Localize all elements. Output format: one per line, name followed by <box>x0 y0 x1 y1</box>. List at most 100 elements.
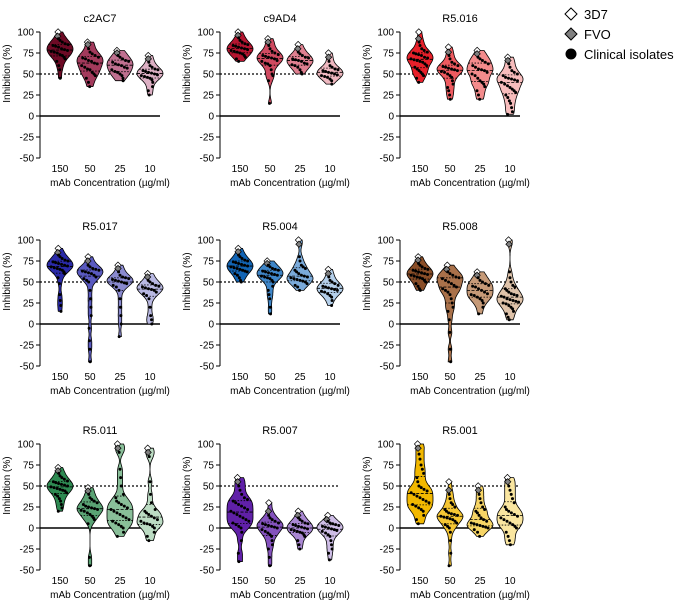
point-clinical-isolate <box>474 285 478 289</box>
point-clinical-isolate <box>54 44 58 48</box>
point-clinical-isolate <box>88 265 92 269</box>
point-clinical-isolate <box>49 485 53 489</box>
point-clinical-isolate <box>452 283 456 287</box>
point-clinical-isolate <box>121 79 125 83</box>
point-clinical-isolate <box>141 69 145 73</box>
point-clinical-isolate <box>148 280 152 284</box>
point-fvo <box>323 515 331 524</box>
y-tick-label: -50 <box>200 154 215 165</box>
point-clinical-isolate <box>109 508 113 512</box>
panel-r5-011: R5.011 -50 -25 0 25 50 75 100 Inhibition (%) 150 5… <box>2 425 170 600</box>
point-clinical-isolate <box>420 47 424 51</box>
point-clinical-isolate <box>418 263 422 267</box>
point-clinical-isolate <box>479 516 483 520</box>
point-clinical-isolate <box>57 471 61 475</box>
point-clinical-isolate <box>480 298 484 302</box>
point-clinical-isolate <box>323 525 327 529</box>
point-clinical-isolate <box>147 93 151 97</box>
point-clinical-isolate <box>323 290 327 294</box>
point-clinical-isolate <box>56 276 60 280</box>
point-clinical-isolate <box>263 61 267 65</box>
point-clinical-isolate <box>58 53 62 57</box>
point-clinical-isolate <box>335 529 339 533</box>
point-clinical-isolate <box>504 302 508 306</box>
point-clinical-isolate <box>84 76 88 80</box>
point-clinical-isolate <box>117 288 121 292</box>
point-clinical-isolate <box>238 267 242 271</box>
y-tick-label: 100 <box>377 28 394 39</box>
point-clinical-isolate <box>290 63 294 67</box>
point-clinical-isolate <box>300 72 304 76</box>
point-clinical-isolate <box>295 270 299 274</box>
point-clinical-isolate <box>118 72 122 76</box>
point-clinical-isolate <box>49 265 53 269</box>
point-clinical-isolate <box>443 70 447 74</box>
x-axis-label: mAb Concentration (µg/ml) <box>230 590 350 600</box>
point-clinical-isolate <box>125 66 129 70</box>
y-tick-label: 75 <box>23 461 35 472</box>
point-clinical-isolate <box>450 75 454 79</box>
point-clinical-isolate <box>231 43 235 47</box>
point-clinical-isolate <box>143 286 147 290</box>
point-clinical-isolate <box>148 523 152 527</box>
point-clinical-isolate <box>320 74 324 78</box>
point-clinical-isolate <box>329 539 333 543</box>
point-clinical-isolate <box>449 297 453 301</box>
point-clinical-isolate <box>118 55 122 59</box>
point-clinical-isolate <box>333 282 337 286</box>
point-clinical-isolate <box>148 480 152 484</box>
panel-title: c2AC7 <box>83 13 116 25</box>
point-clinical-isolate <box>510 110 514 114</box>
x-axis-label: mAb Concentration (µg/ml) <box>230 386 350 397</box>
point-clinical-isolate <box>422 487 426 491</box>
point-clinical-isolate <box>271 74 275 78</box>
point-clinical-isolate <box>94 275 98 279</box>
point-clinical-isolate <box>88 68 92 72</box>
point-clinical-isolate <box>502 518 506 522</box>
point-clinical-isolate <box>475 523 479 527</box>
x-axis-label: mAb Concentration (µg/ml) <box>410 590 530 600</box>
point-clinical-isolate <box>425 50 429 54</box>
point-clinical-isolate <box>54 261 58 265</box>
point-clinical-isolate <box>55 267 59 271</box>
point-clinical-isolate <box>87 505 91 509</box>
point-clinical-isolate <box>510 497 514 501</box>
x-tick-label: 10 <box>324 164 336 175</box>
point-clinical-isolate <box>60 262 64 266</box>
point-clinical-isolate <box>59 304 63 308</box>
point-clinical-isolate <box>240 504 244 508</box>
point-clinical-isolate <box>478 79 482 83</box>
point-clinical-isolate <box>57 497 61 501</box>
point-clinical-isolate <box>146 89 150 93</box>
point-clinical-isolate <box>476 76 480 80</box>
point-fvo <box>114 444 122 452</box>
point-clinical-isolate <box>482 82 486 86</box>
point-clinical-isolate <box>501 74 505 78</box>
point-clinical-isolate <box>266 62 270 66</box>
x-tick-label: 150 <box>52 372 69 383</box>
legend-label-fvo: FVO <box>584 26 611 42</box>
point-clinical-isolate <box>425 64 429 68</box>
point-clinical-isolate <box>423 55 427 59</box>
point-clinical-isolate <box>148 305 152 309</box>
point-clinical-isolate <box>485 70 489 74</box>
x-axis-label: mAb Concentration (µg/ml) <box>410 178 530 189</box>
x-tick-label: 10 <box>504 576 516 587</box>
point-clinical-isolate <box>480 288 484 292</box>
panel-r5-008: R5.008 -50 -25 0 25 50 75 100 Inhibition (%) 150 5… <box>362 221 530 397</box>
point-clinical-isolate <box>411 502 415 506</box>
point-clinical-isolate <box>426 272 430 276</box>
point-clinical-isolate <box>486 62 490 66</box>
point-clinical-isolate <box>148 76 152 80</box>
point-clinical-isolate <box>447 318 451 322</box>
point-clinical-isolate <box>270 267 274 271</box>
point-clinical-isolate <box>508 276 512 280</box>
point-clinical-isolate <box>507 509 511 513</box>
point-clinical-isolate <box>86 522 90 526</box>
point-clinical-isolate <box>113 278 117 282</box>
point-clinical-isolate <box>328 278 332 282</box>
x-tick-label: 150 <box>52 164 69 175</box>
panel-c9ad4: c9AD4 -50 -25 0 25 50 75 100 Inhibition (%) 150 50… <box>182 13 350 189</box>
point-clinical-isolate <box>118 513 122 517</box>
point-clinical-isolate <box>59 309 63 313</box>
